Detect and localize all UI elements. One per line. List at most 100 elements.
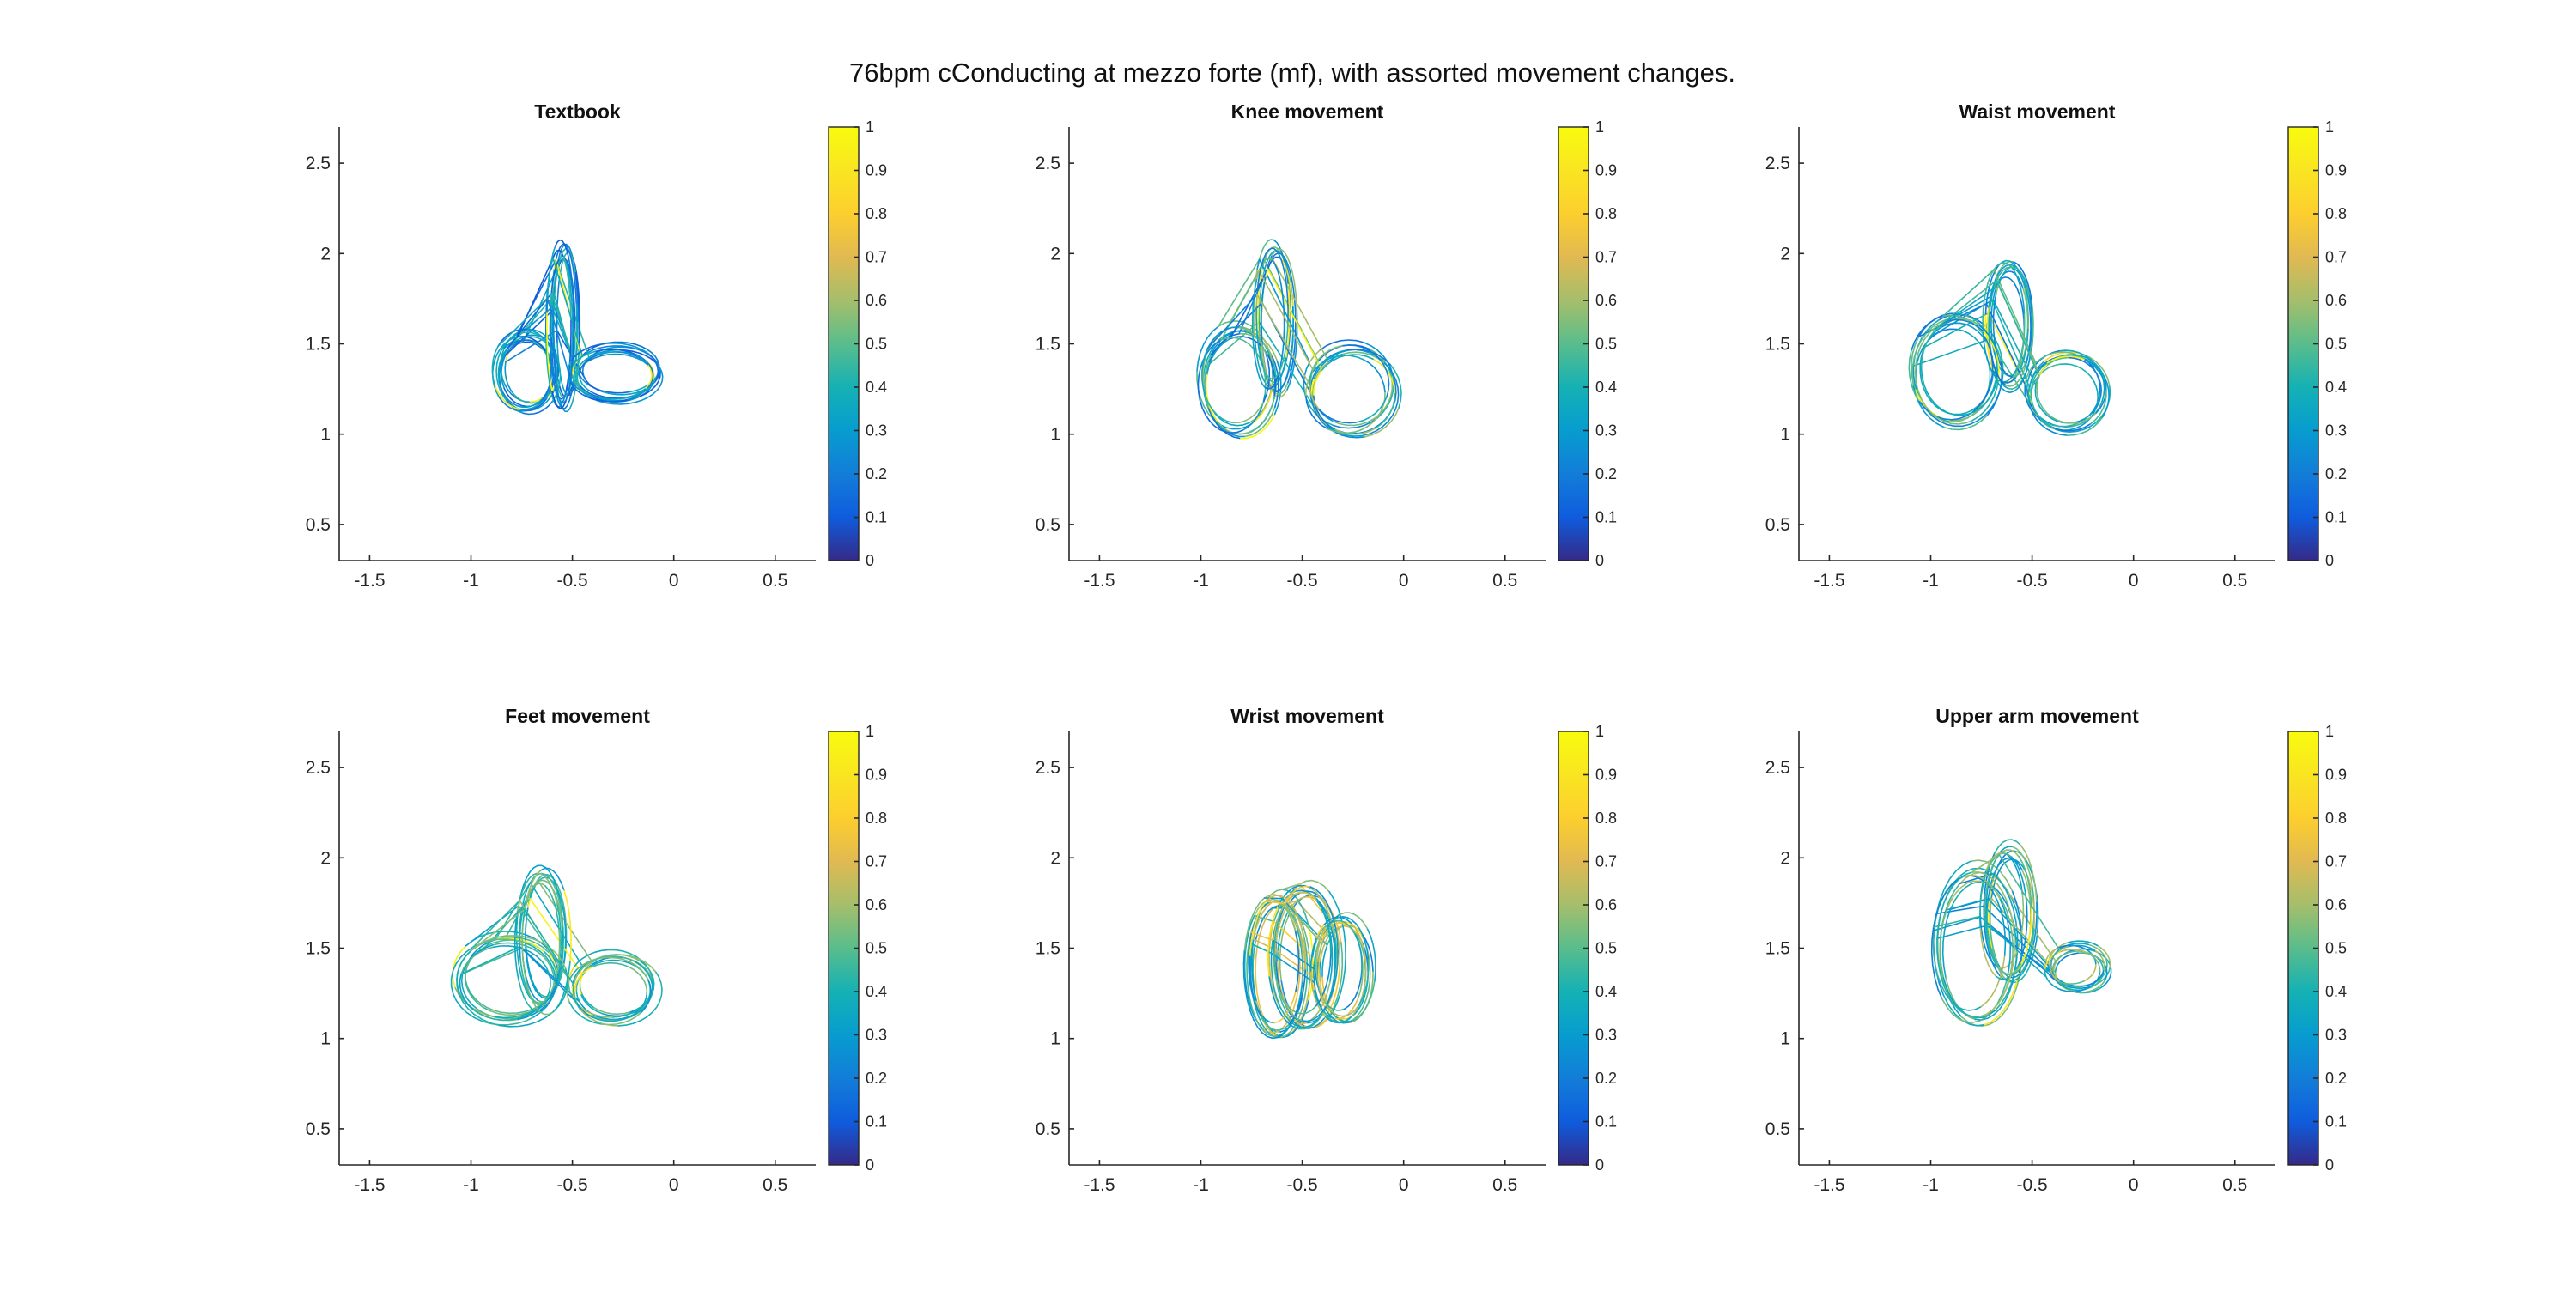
trajectory-segment (1309, 886, 1337, 930)
colorbar-tick-label: 0.8 (1595, 205, 1617, 222)
trajectory-segment (2059, 949, 2088, 954)
trajectory-segment (2013, 349, 2032, 392)
trajectory-segment (2012, 266, 2031, 297)
trajectory-segment (1285, 294, 1291, 362)
x-tick-label: -1.5 (1814, 1175, 1844, 1195)
x-tick-label: 0 (669, 1175, 679, 1195)
colorbar-tick-label: 0.8 (866, 810, 887, 827)
trajectory-segment (2015, 313, 2026, 370)
trajectory-segment (1335, 1014, 1363, 1023)
trajectory-segment (1344, 976, 1362, 1010)
trajectory-segment (1340, 351, 1385, 363)
subplot-title: Knee movement (1231, 100, 1384, 123)
colorbar-tick-label: 0.8 (1595, 810, 1617, 827)
trajectory-segment (1255, 957, 1266, 1022)
trajectory-segment (1281, 889, 1309, 926)
trajectory-segment (593, 1007, 632, 1015)
y-tick-label: 1 (1780, 425, 1790, 445)
trajectory-segment (1316, 901, 1332, 955)
y-tick-label: 1.5 (1036, 335, 1060, 355)
trajectory-segment (1292, 912, 1304, 983)
trajectory-segment (536, 872, 558, 906)
trajectory-segment (458, 993, 501, 1027)
trajectory-segment (1989, 345, 2007, 386)
trajectory-segment (1363, 342, 1394, 377)
trajectory-segment (519, 391, 550, 410)
trajectory-segment (563, 889, 572, 962)
colorbar-tick-label: 1 (1595, 723, 1604, 740)
y-tick-label: 1.5 (1765, 939, 1790, 959)
colorbar-tick-label: 0.1 (2325, 1113, 2347, 1131)
trajectory-segment (1315, 898, 1336, 955)
trajectory-segment (1375, 391, 1396, 429)
trajectory-segment (573, 972, 580, 986)
trajectory-segment (460, 946, 494, 975)
trajectory-segment (605, 342, 649, 355)
trajectory-segment (1333, 416, 1379, 429)
colorbar-tick-label: 0.4 (2325, 379, 2347, 396)
trajectory-segment (1955, 328, 1988, 357)
trajectory-segment (1354, 932, 1363, 978)
trajectory-segment (1949, 881, 1985, 910)
trajectory-segment (1958, 384, 1991, 420)
trajectory-segment (2035, 355, 2048, 364)
colorbar-tick-label: 0.1 (1595, 1113, 1617, 1131)
trajectory-segment (1243, 914, 1255, 980)
x-tick-label: -1 (1923, 1175, 1939, 1195)
trajectory-segment (1291, 900, 1330, 964)
trajectory-segment (513, 909, 519, 980)
trajectory-segment (1941, 908, 1952, 979)
trajectory-segment (1350, 981, 1369, 1018)
trajectory-segment (1961, 874, 2001, 900)
trajectory-segment (635, 354, 654, 379)
trajectory-segment (503, 387, 527, 408)
trajectory-segment (2044, 968, 2047, 978)
y-tick-label: 1.5 (1036, 939, 1060, 959)
colorbar-tick-label: 0.3 (1595, 422, 1617, 440)
colorbar: 0 0.1 0.2 0.3 0.4 0.5 0.6 0.7 0.8 0.9 1 (2287, 118, 2347, 569)
trajectory-segment (1946, 880, 1981, 911)
trajectory-segment (1240, 413, 1276, 440)
trajectory-segment (579, 367, 582, 377)
trajectory-segment (647, 352, 659, 382)
trajectory-segment (551, 961, 571, 1014)
trajectory-segment (2082, 354, 2111, 386)
trajectory-segment (1980, 955, 2006, 1008)
trajectory-segment (602, 390, 642, 396)
colorbar-tick-label: 1 (1595, 118, 1604, 136)
trajectory-segment (497, 328, 528, 348)
x-tick-label: 0.5 (762, 1175, 787, 1195)
y-tick-label: 0.5 (1036, 1119, 1060, 1139)
trajectory-segment (1265, 247, 1283, 262)
colorbar-tick-label: 1 (866, 118, 874, 136)
trajectory-segment (1932, 416, 1978, 428)
trajectory-segment (1984, 971, 2020, 1026)
trajectory-segment (450, 985, 483, 1022)
trajectory-segment (1198, 339, 1222, 377)
trajectory-segment (1989, 907, 1999, 965)
x-tick-label: 0.5 (2222, 571, 2247, 591)
trajectory-segment (1271, 355, 1279, 409)
trajectory-segment (1315, 954, 1332, 1008)
trajectory-segment (1272, 900, 1297, 931)
x-tick-label: -1 (1193, 1175, 1209, 1195)
trajectory-segment (2054, 964, 2058, 973)
colorbar-tick-label: 0.4 (866, 983, 887, 1000)
trajectory-segment (1265, 268, 1323, 397)
trajectory-segment (1313, 361, 1325, 372)
trajectory-segment (1207, 408, 1242, 440)
y-tick-label: 2 (320, 848, 331, 868)
trajectory-segment (2059, 981, 2087, 988)
trajectory-segment (1389, 363, 1402, 409)
trajectory-segment (1993, 279, 2038, 398)
figure-suptitle: 76bpm cConducting at mezzo forte (mf), w… (849, 58, 1735, 88)
colorbar-tick-label: 0.8 (2325, 810, 2347, 827)
y-tick-label: 2.5 (1765, 758, 1790, 778)
trajectory-segment (1273, 911, 1282, 980)
colorbar-tick-label: 0.9 (2325, 162, 2347, 179)
trajectory-segment (1257, 267, 1263, 335)
trajectory-segment (1986, 907, 1996, 963)
trajectory-segment (1971, 871, 2008, 903)
trajectory-segment (1941, 318, 1984, 332)
y-tick-label: 0.5 (1765, 1119, 1790, 1139)
